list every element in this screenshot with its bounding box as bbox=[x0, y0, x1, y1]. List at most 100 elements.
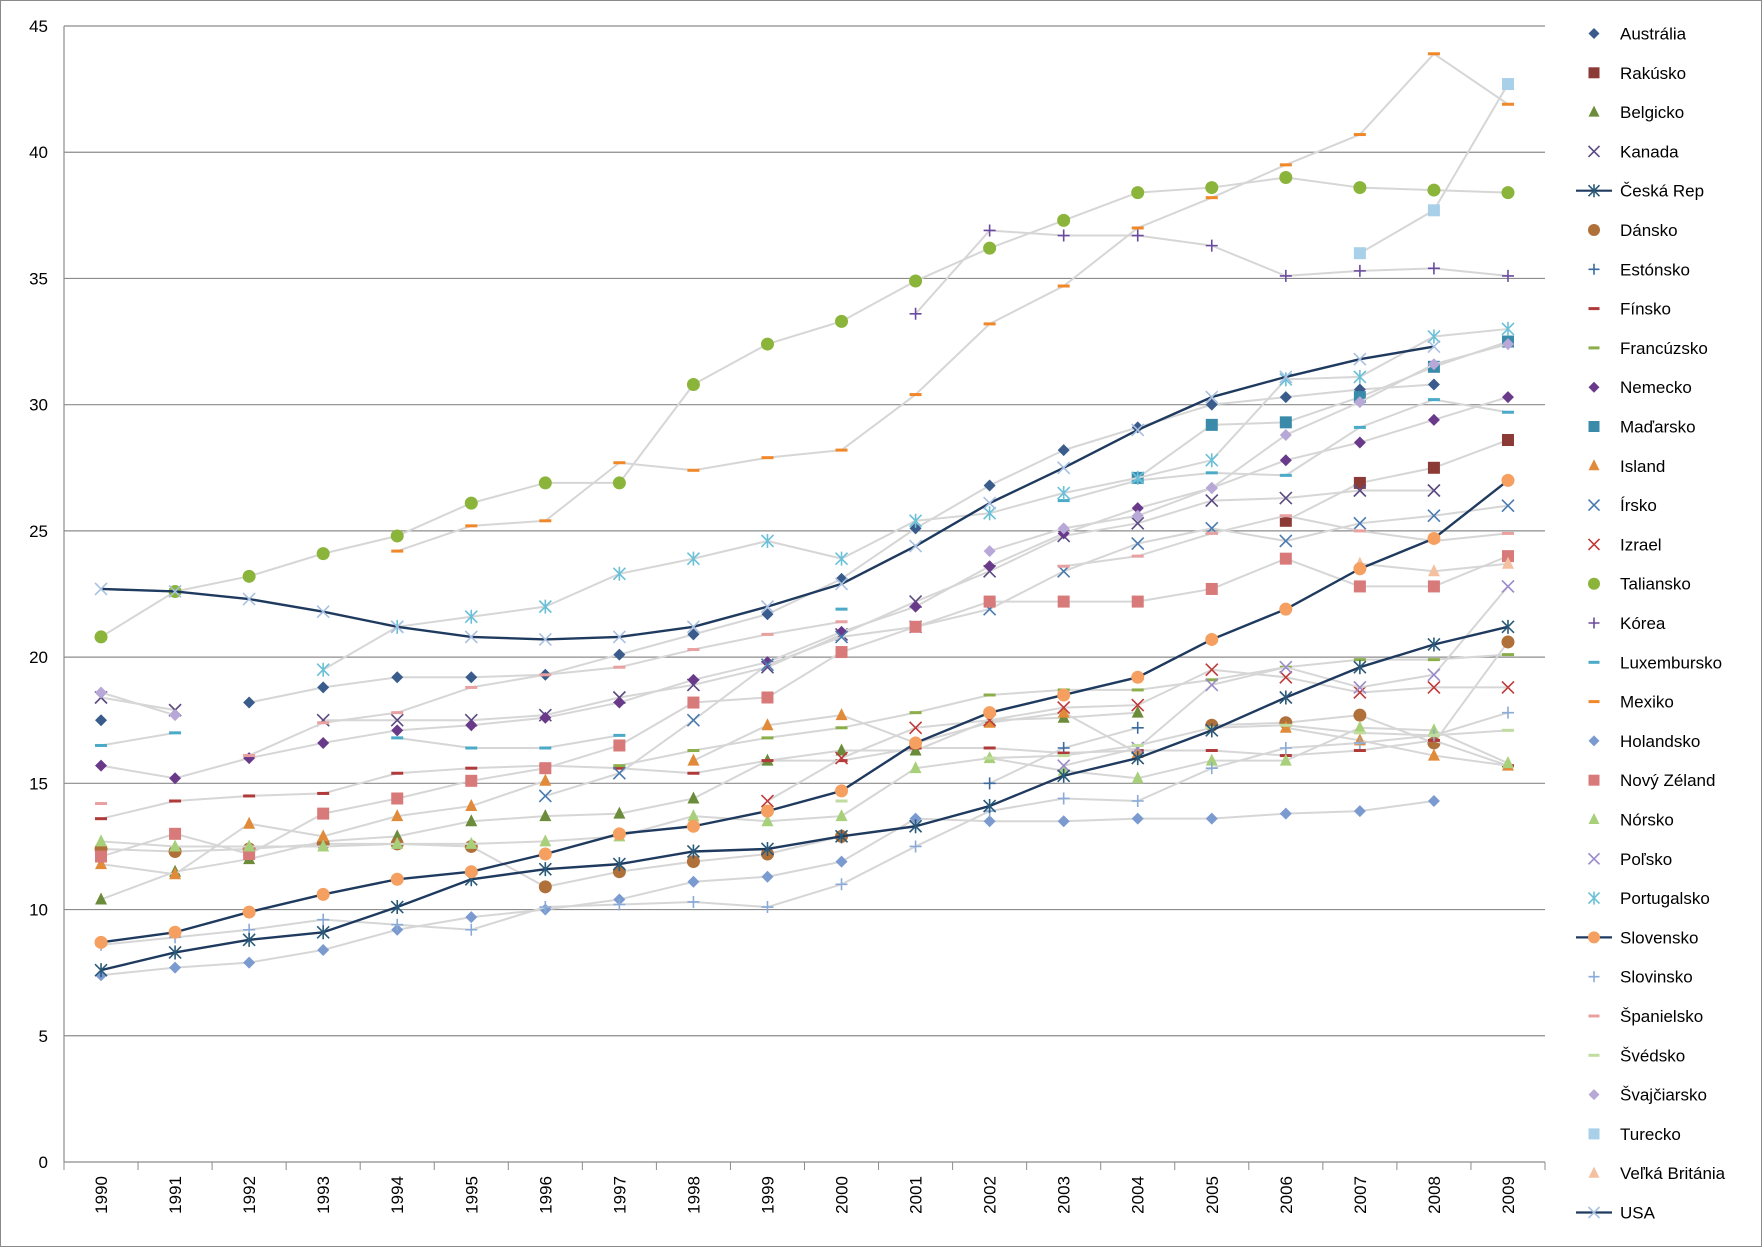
data-point bbox=[983, 693, 996, 697]
legend-item: Maďarsko bbox=[1588, 418, 1696, 437]
data-point bbox=[391, 711, 404, 715]
legend-label: Francúzsko bbox=[1620, 339, 1708, 358]
data-point bbox=[465, 799, 478, 812]
series-line bbox=[100, 479, 1509, 944]
data-point bbox=[835, 448, 848, 452]
data-point bbox=[168, 925, 182, 939]
data-point bbox=[909, 393, 922, 397]
data-point bbox=[390, 620, 404, 634]
legend-label: Holandsko bbox=[1620, 732, 1700, 751]
data-point bbox=[1131, 186, 1145, 200]
legend-label: Luxembursko bbox=[1620, 653, 1722, 672]
data-point bbox=[465, 685, 478, 689]
data-point bbox=[1427, 509, 1441, 523]
data-point bbox=[242, 569, 256, 583]
data-point bbox=[612, 857, 626, 872]
data-point bbox=[613, 739, 626, 752]
data-point bbox=[613, 766, 626, 770]
data-point bbox=[1427, 52, 1440, 56]
data-point bbox=[834, 577, 849, 591]
data-point bbox=[687, 791, 700, 804]
legend-item: Švédsko bbox=[1588, 1046, 1685, 1065]
data-point bbox=[1279, 670, 1293, 684]
series-27 bbox=[95, 338, 1514, 722]
data-point bbox=[1501, 756, 1514, 769]
data-point bbox=[1353, 369, 1367, 384]
legend-item: Kanada bbox=[1587, 142, 1679, 161]
data-point bbox=[1427, 358, 1440, 371]
x-tick-label: 1996 bbox=[536, 1176, 555, 1214]
legend-marker bbox=[1588, 660, 1600, 664]
legend-item: Belgicko bbox=[1588, 103, 1684, 122]
data-point bbox=[538, 847, 552, 861]
data-point bbox=[1353, 708, 1367, 722]
axes: 0 5 10 15 20 25 30 35 40 45 1990 1991 1992 1993 1994 19… bbox=[29, 17, 1546, 1214]
data-point bbox=[687, 749, 700, 753]
legend-item: Holandsko bbox=[1588, 732, 1700, 751]
data-point bbox=[1057, 229, 1070, 242]
data-point bbox=[687, 809, 700, 822]
data-point bbox=[1353, 580, 1366, 593]
y-tick-label: 15 bbox=[29, 774, 48, 793]
data-point bbox=[1057, 213, 1071, 227]
series-22 bbox=[316, 321, 1515, 677]
data-point bbox=[687, 628, 700, 641]
series-line bbox=[100, 711, 1509, 946]
data-point bbox=[834, 829, 849, 844]
data-point bbox=[317, 807, 330, 820]
data-point bbox=[1131, 229, 1144, 242]
data-point bbox=[1353, 436, 1366, 449]
data-point bbox=[95, 857, 108, 870]
data-point bbox=[1131, 470, 1145, 485]
series-20 bbox=[95, 720, 1514, 852]
data-point bbox=[761, 736, 774, 740]
legend-item: Rakúsko bbox=[1588, 64, 1686, 83]
legend-item: Slovensko bbox=[1576, 928, 1698, 947]
data-point bbox=[1501, 579, 1515, 593]
data-point bbox=[835, 314, 849, 328]
data-point bbox=[687, 895, 700, 908]
y-tick-label: 30 bbox=[29, 396, 48, 415]
data-point bbox=[1501, 619, 1515, 634]
data-point bbox=[539, 809, 552, 822]
series-line bbox=[100, 176, 1509, 638]
data-point bbox=[1279, 416, 1292, 429]
legend-marker bbox=[1588, 1014, 1600, 1018]
x-tick-label: 2006 bbox=[1277, 1176, 1296, 1214]
series-line bbox=[396, 52, 1509, 553]
x-tick-label: 1991 bbox=[166, 1176, 185, 1214]
series-26 bbox=[835, 723, 1514, 803]
data-point bbox=[909, 819, 923, 834]
data-point bbox=[761, 691, 774, 704]
data-point bbox=[1427, 262, 1440, 275]
data-point bbox=[983, 322, 996, 326]
data-point bbox=[1131, 670, 1145, 684]
data-point bbox=[1205, 390, 1219, 404]
x-tick-label: 1990 bbox=[92, 1176, 111, 1214]
series-line bbox=[397, 734, 620, 749]
data-point bbox=[1131, 743, 1144, 747]
data-point bbox=[687, 875, 700, 888]
legend-marker bbox=[1588, 459, 1600, 471]
legend-item: Portugalsko bbox=[1587, 889, 1710, 908]
data-point bbox=[1205, 582, 1218, 595]
legend-label: Island bbox=[1620, 457, 1665, 476]
data-point bbox=[1353, 529, 1366, 533]
data-point bbox=[1131, 721, 1144, 734]
data-point bbox=[1501, 680, 1515, 694]
data-point bbox=[761, 814, 774, 827]
series-13 bbox=[760, 663, 1515, 808]
data-point bbox=[317, 913, 330, 926]
data-point bbox=[316, 887, 330, 901]
data-point bbox=[95, 850, 108, 863]
data-point bbox=[1427, 329, 1441, 344]
data-point bbox=[243, 956, 256, 969]
data-point bbox=[983, 224, 996, 237]
data-point bbox=[612, 766, 626, 780]
data-point bbox=[1427, 398, 1440, 402]
data-point bbox=[95, 743, 108, 747]
legend-marker bbox=[1587, 1206, 1601, 1219]
data-point bbox=[1353, 483, 1367, 498]
data-point bbox=[242, 592, 256, 606]
data-point bbox=[1353, 352, 1367, 366]
